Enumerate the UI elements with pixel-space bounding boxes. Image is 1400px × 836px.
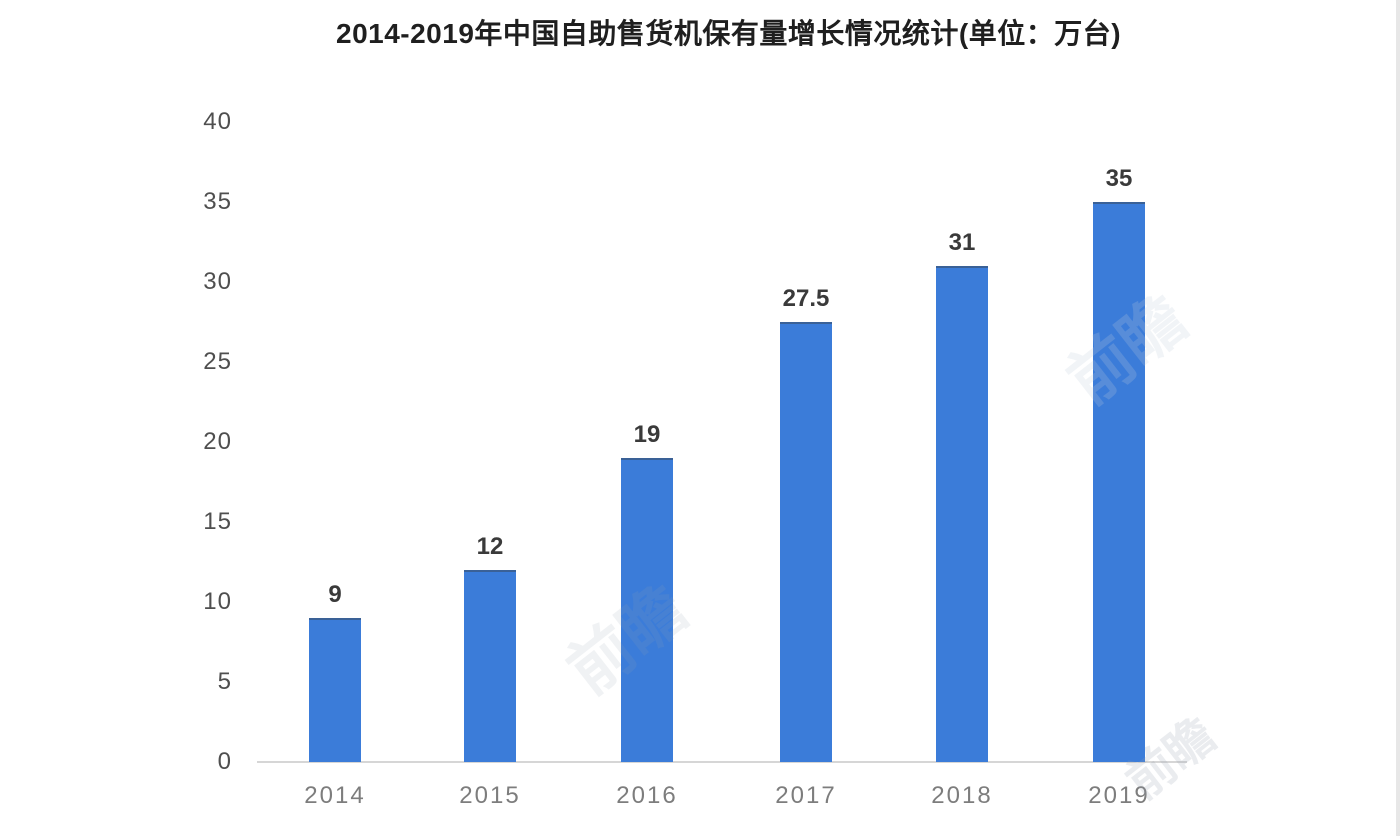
bar-value-label: 9 bbox=[328, 581, 342, 608]
x-tick-label: 2018 bbox=[931, 782, 993, 809]
x-tick-label: 2014 bbox=[304, 782, 366, 809]
y-tick-label: 15 bbox=[203, 508, 232, 535]
bar-2016 bbox=[621, 458, 673, 762]
bar-value-label: 27.5 bbox=[782, 285, 830, 312]
right-edge-strip bbox=[1396, 0, 1400, 836]
bar-value-label: 31 bbox=[948, 229, 976, 256]
bar-value-label: 12 bbox=[476, 533, 504, 560]
chart-title: 2014-2019年中国自助售货机保有量增长情况统计(单位：万台) bbox=[336, 18, 1122, 49]
x-tick-label: 2015 bbox=[459, 782, 521, 809]
x-tick-label: 2017 bbox=[775, 782, 837, 809]
bar-2019 bbox=[1093, 202, 1145, 762]
y-tick-label: 25 bbox=[203, 348, 232, 375]
bar-value-label: 35 bbox=[1105, 165, 1133, 192]
y-tick-label: 40 bbox=[203, 108, 232, 135]
y-tick-label: 20 bbox=[203, 428, 232, 455]
bar-2015 bbox=[464, 570, 516, 762]
x-tick-label: 2019 bbox=[1088, 782, 1150, 809]
bar-2017 bbox=[780, 322, 832, 762]
y-tick-label: 0 bbox=[217, 748, 232, 775]
bar-2018 bbox=[936, 266, 988, 762]
x-axis-line bbox=[257, 761, 1187, 763]
bar-2014 bbox=[309, 618, 361, 762]
y-tick-label: 35 bbox=[203, 188, 232, 215]
bar-value-label: 19 bbox=[633, 421, 661, 448]
y-tick-label: 5 bbox=[217, 668, 232, 695]
y-tick-label: 10 bbox=[203, 588, 232, 615]
x-tick-label: 2016 bbox=[616, 782, 678, 809]
y-tick-label: 30 bbox=[203, 268, 232, 295]
